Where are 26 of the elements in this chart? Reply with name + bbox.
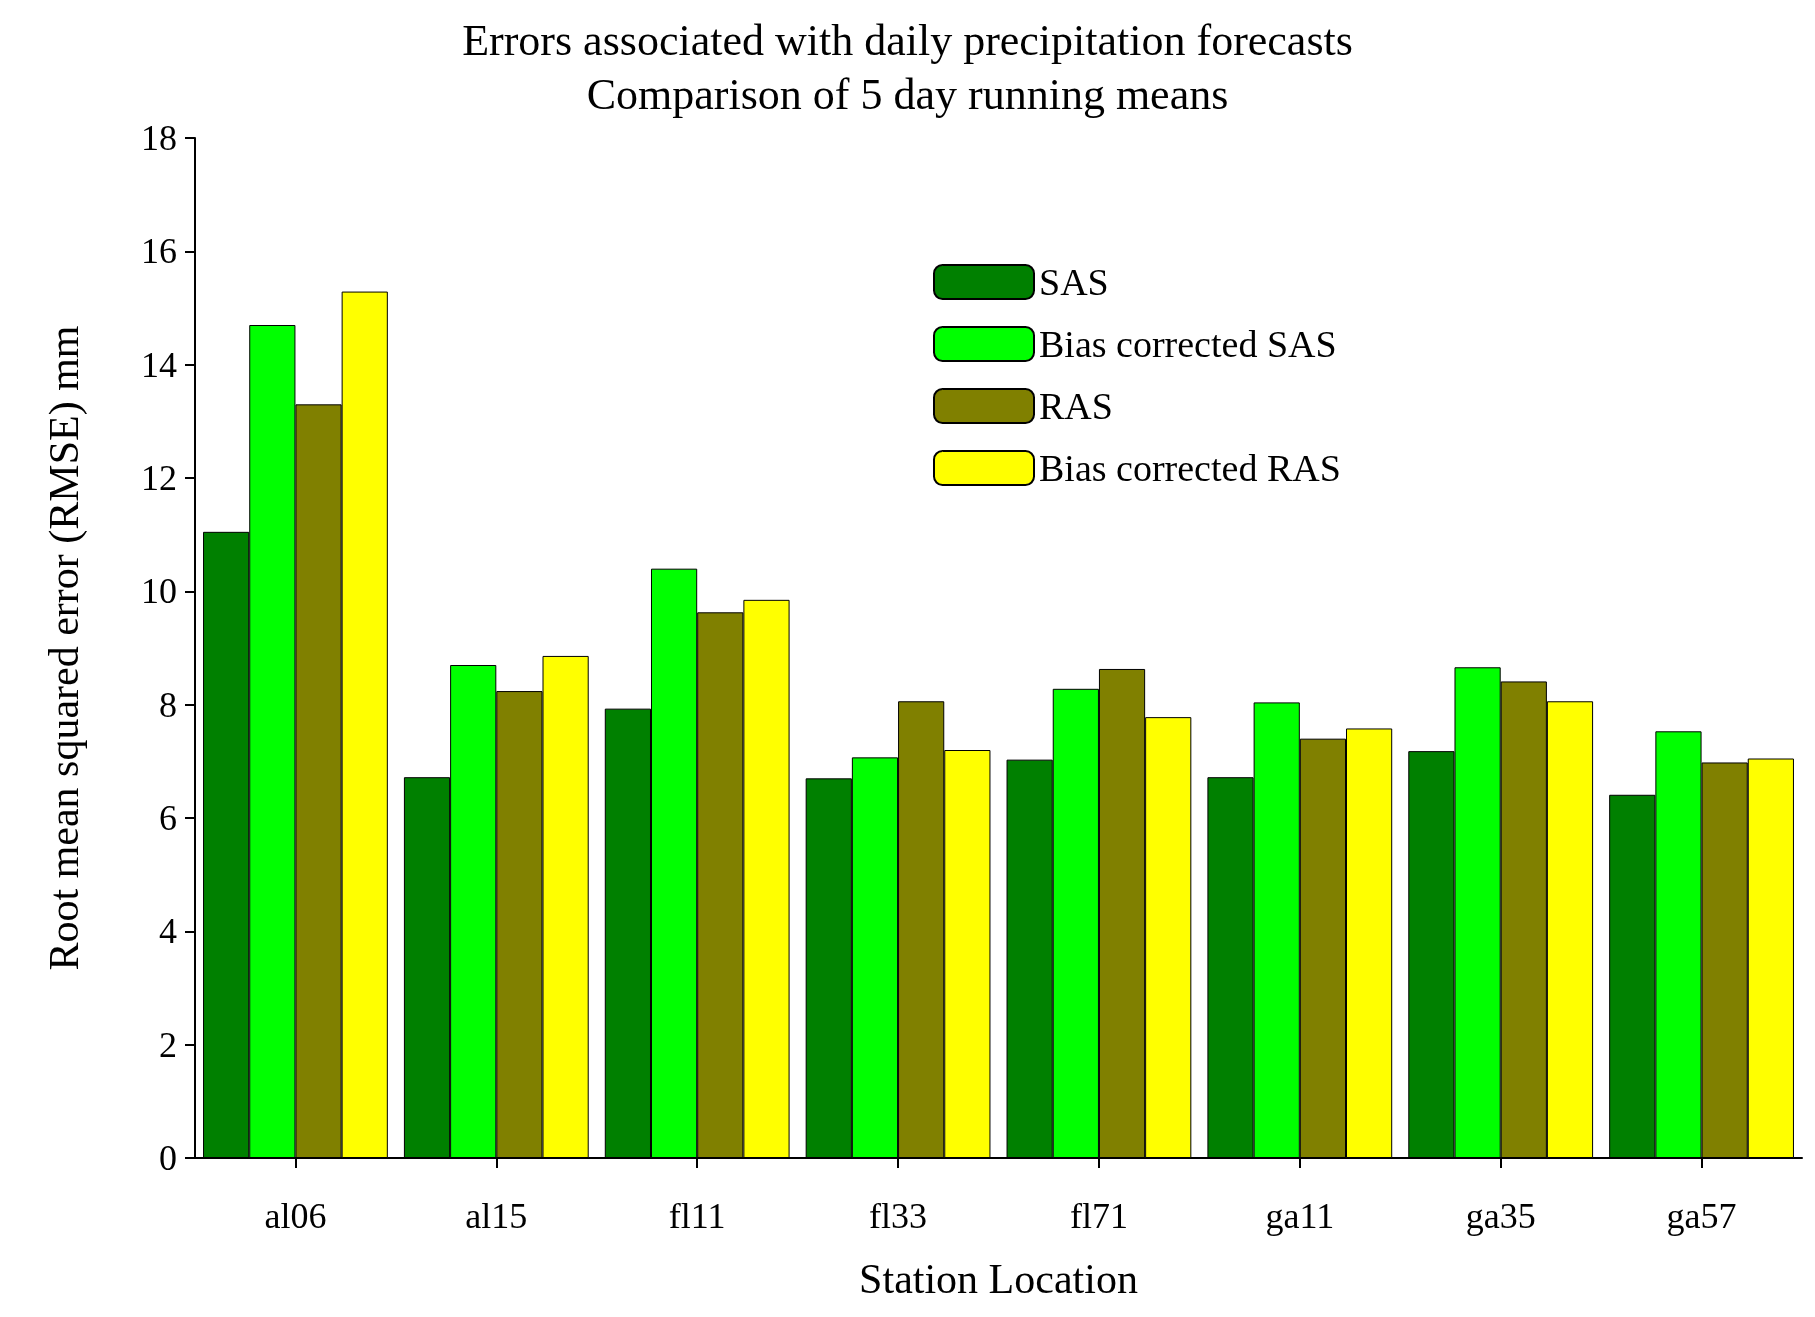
y-tick-label: 16 [141,231,177,272]
x-axis-title: Station Location [859,1256,1138,1302]
y-tick-label: 2 [159,1024,177,1065]
chart-title: Errors associated with daily precipitation forecasts [462,15,1353,65]
legend-label: Bias corrected SAS [1039,323,1337,365]
y-tick-label: 14 [141,344,177,385]
y-tick-label: 18 [141,118,177,158]
y-axis-title: Root mean squared error (RMSE) mm [41,325,88,971]
y-tick-label: 4 [159,911,177,952]
x-tick-label: ga57 [1666,1196,1737,1236]
x-tick-label: ga35 [1465,1196,1536,1236]
x-tick-label: fl11 [668,1196,726,1236]
x-tick-label: fl33 [869,1196,928,1236]
x-tick-label: ga11 [1265,1196,1335,1236]
legend-label: RAS [1039,385,1113,427]
chart-subtitle: Comparison of 5 day running means [586,69,1229,119]
y-tick-label: 10 [141,571,177,612]
legend-label: Bias corrected RAS [1039,447,1341,489]
y-tick-label: 8 [159,684,177,725]
x-tick-label: al06 [264,1196,327,1236]
x-tick-label: fl71 [1069,1196,1128,1236]
y-tick-label: 0 [159,1138,177,1178]
y-tick-label: 6 [159,798,177,838]
y-tick-label: 12 [141,458,177,498]
x-tick-label: al15 [465,1196,528,1236]
legend-label: SAS [1039,261,1109,303]
